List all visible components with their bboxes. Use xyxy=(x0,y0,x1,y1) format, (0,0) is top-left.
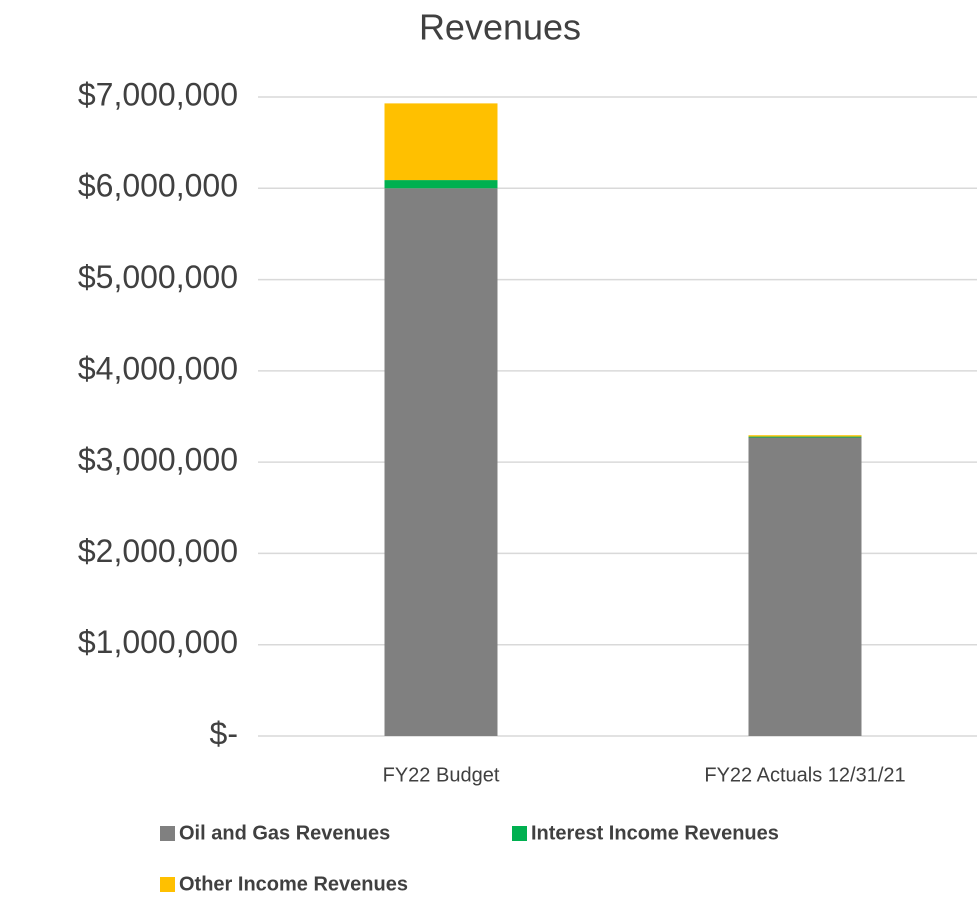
y-tick-label: $6,000,000 xyxy=(78,168,238,204)
x-tick-label: FY22 Actuals 12/31/21 xyxy=(704,764,905,786)
chart-title: Revenues xyxy=(419,7,581,48)
bar-segment xyxy=(384,103,498,181)
y-tick-label: $7,000,000 xyxy=(78,76,238,112)
bar-segment xyxy=(748,435,862,437)
legend-swatch xyxy=(512,826,527,841)
y-tick-label: $4,000,000 xyxy=(78,350,238,386)
legend-label: Interest Income Revenues xyxy=(531,822,779,844)
x-tick-label: FY22 Budget xyxy=(383,764,500,786)
legend-label: Oil and Gas Revenues xyxy=(179,822,390,844)
y-tick-label: $5,000,000 xyxy=(78,259,238,295)
legend-swatch xyxy=(160,826,175,841)
bar-segment xyxy=(384,188,498,737)
y-tick-label: $2,000,000 xyxy=(78,533,238,569)
bar-segment xyxy=(748,436,862,438)
y-tick-label: $3,000,000 xyxy=(78,442,238,478)
y-tick-label: $1,000,000 xyxy=(78,624,238,660)
legend-swatch xyxy=(160,877,175,892)
bar-segment xyxy=(384,180,498,189)
legend-label: Other Income Revenues xyxy=(179,873,408,895)
y-tick-label: $- xyxy=(210,715,238,751)
bar-segment xyxy=(748,437,862,736)
